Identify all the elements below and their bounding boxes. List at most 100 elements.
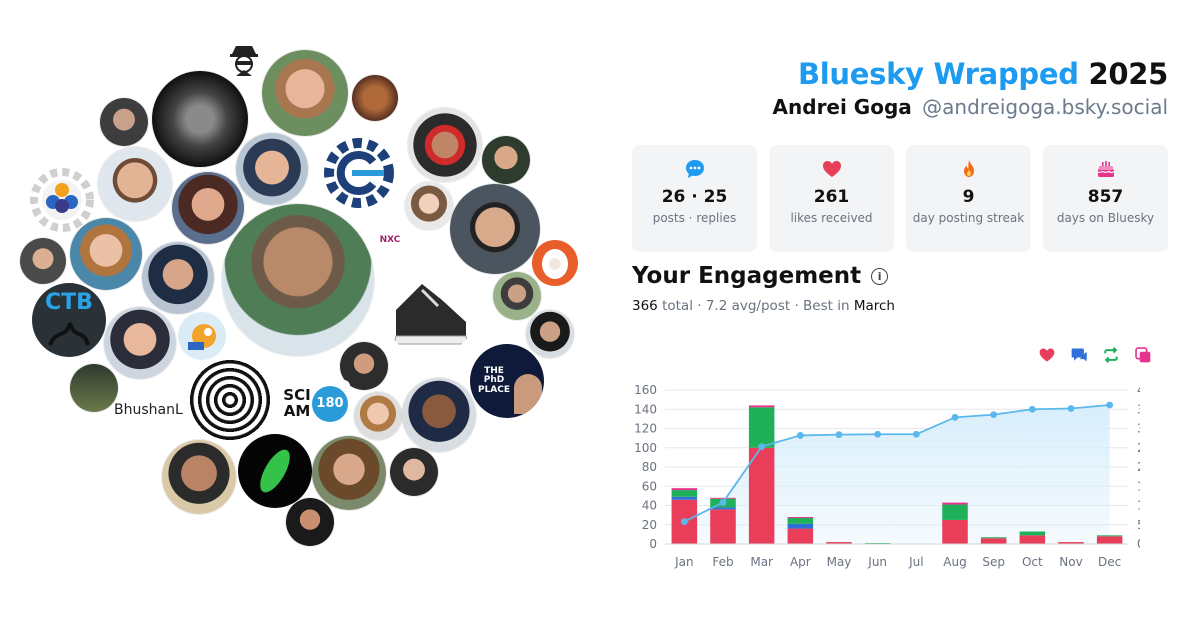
nxc-text: NXC [379, 235, 401, 246]
separator: · [697, 298, 702, 314]
stats-row: 26 · 25 posts · replies 261 likes receiv… [632, 145, 1168, 252]
cumulative-line [683, 404, 1110, 523]
stat-card-streak: 9 day posting streak [906, 145, 1031, 252]
avatar [286, 498, 334, 546]
avatar [98, 147, 172, 221]
bar-segment [1058, 542, 1084, 544]
cumulative-point [1067, 405, 1075, 412]
avatar [142, 242, 214, 314]
bar-segment [1096, 535, 1123, 537]
engagement-total-label: total [662, 298, 693, 314]
x-tick-label: Sep [982, 555, 1005, 569]
stat-card-posts: 26 · 25 posts · replies [632, 145, 757, 252]
reply-icon[interactable] [1070, 346, 1088, 364]
bar-segment [710, 497, 736, 499]
y2-tick-label: 100 [1137, 499, 1140, 513]
bar-segment [710, 507, 736, 510]
sneaker-image [382, 260, 478, 356]
bar-segment [748, 407, 775, 448]
stat-card-days: 857 days on Bluesky [1043, 145, 1168, 252]
avatar [405, 182, 453, 230]
bar-segment [671, 488, 698, 491]
bar-segment [942, 502, 968, 505]
avatar [222, 204, 374, 356]
cumulative-point [951, 413, 959, 421]
y2-tick-label: 50 [1137, 518, 1140, 532]
x-tick-label: May [827, 555, 852, 569]
engagement-title-text: Your Engagement [632, 263, 862, 289]
avatar [482, 136, 530, 184]
cumulative-point [990, 411, 998, 419]
y-tick-label: 60 [642, 479, 657, 493]
microbe-image [238, 434, 312, 508]
y2-tick-label: 250 [1137, 441, 1140, 455]
avatar [493, 272, 541, 320]
cumulative-point [796, 432, 804, 439]
avatar [408, 108, 482, 182]
title-brand: Bluesky Wrapped [797, 57, 1079, 91]
x-tick-label: Aug [943, 555, 966, 569]
user-handle: @andreigoga.bsky.social [922, 95, 1168, 119]
quote-icon[interactable] [1134, 346, 1152, 364]
avatar [532, 240, 578, 286]
y-tick-label: 140 [634, 402, 657, 416]
user-name: Andrei Goga [772, 95, 912, 119]
stat-label: likes received [790, 211, 873, 225]
cumulative-point [719, 499, 727, 506]
stat-label: day posting streak [912, 211, 1025, 225]
avatar [172, 172, 244, 244]
heart-icon[interactable] [1038, 346, 1056, 364]
avatar [312, 436, 386, 510]
phd-place-logo: THE PhD PLACE [470, 344, 544, 418]
info-icon[interactable]: i [871, 267, 889, 285]
x-tick-label: Nov [1059, 555, 1082, 569]
cumulative-point [1028, 405, 1036, 413]
avatar [20, 238, 66, 284]
bar-segment [787, 518, 814, 524]
bar-segment [710, 509, 736, 544]
avatar [352, 75, 398, 121]
bar-segment [787, 517, 814, 519]
handle-label: BhushanL [114, 402, 183, 418]
sci-am-number: 180 [316, 396, 344, 412]
avatar [236, 133, 308, 205]
sci-am-text: SCI AM [283, 386, 311, 420]
x-tick-label: Mar [750, 555, 773, 569]
flame-icon [906, 158, 1031, 180]
stat-value: 261 [813, 187, 850, 207]
bar-segment [1096, 536, 1123, 544]
y-tick-label: 120 [634, 422, 657, 436]
y-tick-label: 100 [634, 441, 657, 455]
y2-tick-label: 150 [1137, 479, 1140, 493]
separator: · [794, 298, 799, 314]
x-tick-label: Apr [790, 555, 811, 569]
engagement-title: Your Engagement i [632, 263, 889, 289]
avatar [450, 184, 540, 274]
y2-tick-label: 350 [1137, 402, 1140, 416]
x-tick-label: Feb [712, 555, 733, 569]
cumulative-point [874, 430, 882, 438]
cumulative-point [758, 443, 766, 450]
gear-c-logo-icon [318, 132, 400, 214]
bar-segment [980, 537, 1007, 539]
bar-segment [826, 542, 852, 544]
engagement-avg: 7.2 avg/post [705, 298, 791, 314]
cumulative-area [684, 405, 1110, 544]
y2-tick-label: 0 [1137, 537, 1140, 551]
title-year: 2025 [1088, 57, 1168, 91]
bar-segment [787, 523, 814, 529]
engagement-chart: 0 20 40 60 80 100 120 140 160 0 50 100 150 200 250 300 3… [634, 383, 1140, 569]
avatar [526, 310, 574, 358]
repost-icon[interactable] [1102, 346, 1120, 364]
avatar [162, 440, 236, 514]
spy-icon [222, 36, 266, 80]
y-tick-label: 80 [642, 460, 657, 474]
bar-segment [942, 519, 968, 544]
stat-value: 857 [1087, 187, 1124, 207]
y-tick-label: 160 [634, 383, 657, 397]
bar-segment [787, 528, 814, 544]
cartoon-avatar [178, 312, 226, 360]
avatar [70, 364, 118, 412]
bar-segment [671, 496, 698, 500]
bar-segment [671, 490, 698, 497]
